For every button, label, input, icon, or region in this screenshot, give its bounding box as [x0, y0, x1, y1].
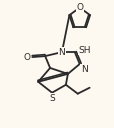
Text: N: N — [80, 65, 87, 74]
Text: S: S — [49, 94, 54, 103]
Text: O: O — [23, 53, 30, 62]
Text: N: N — [58, 48, 65, 57]
Text: SH: SH — [78, 46, 90, 55]
Text: O: O — [76, 3, 83, 12]
